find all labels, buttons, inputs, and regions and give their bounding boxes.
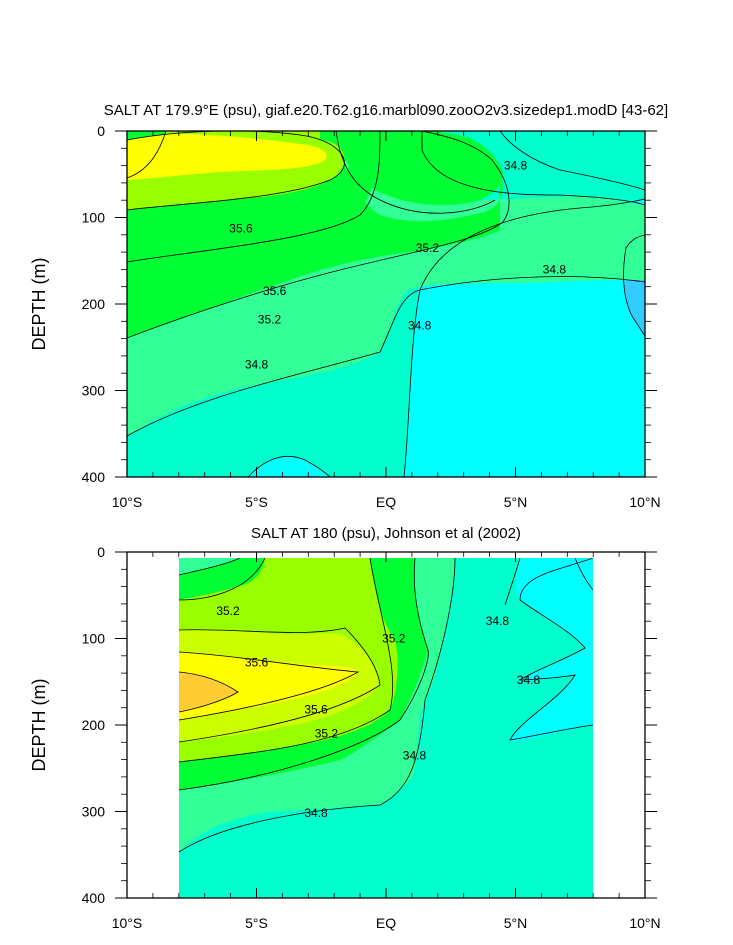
contour-label: 35.6 bbox=[263, 284, 287, 298]
x-tick-label: 5°S bbox=[245, 915, 268, 931]
contour-line bbox=[127, 131, 381, 263]
contour-line bbox=[179, 558, 266, 601]
contour-line bbox=[623, 234, 645, 337]
x-tick-label: 5°N bbox=[504, 494, 528, 510]
salinity-band-35-4 bbox=[127, 131, 380, 262]
contour-line bbox=[499, 131, 645, 191]
contour-line bbox=[179, 627, 381, 743]
contour-line bbox=[179, 558, 241, 576]
contour-label: 34.8 bbox=[245, 358, 269, 372]
salinity-band-34-6 bbox=[510, 558, 593, 742]
observed-salinity-panel: SALT AT 180 (psu), Johnson et al (2002) bbox=[29, 525, 661, 931]
contour-line bbox=[179, 558, 394, 763]
panel-1-contour-fill bbox=[127, 131, 645, 477]
y-tick-label: 100 bbox=[82, 631, 106, 647]
panel-1-contour-labels: 35.6 35.6 35.2 34.8 35.2 34.8 34.8 34.8 bbox=[229, 159, 567, 372]
contour-line bbox=[574, 558, 593, 591]
contour-line bbox=[247, 455, 331, 477]
y-tick-label: 0 bbox=[97, 544, 105, 560]
contour-line bbox=[504, 558, 521, 606]
salinity-band-34-6 bbox=[248, 456, 330, 477]
x-tick-label: 5°N bbox=[504, 915, 528, 931]
y-tick-label: 100 bbox=[82, 210, 106, 226]
contour-label: 35.2 bbox=[382, 632, 406, 646]
y-tick-label: 200 bbox=[82, 296, 106, 312]
y-tick-label: 400 bbox=[82, 469, 106, 485]
contour-line bbox=[179, 671, 239, 713]
contour-label: 34.8 bbox=[504, 159, 528, 173]
salinity-band-35-2 bbox=[127, 131, 503, 206]
contour-label: 34.8 bbox=[486, 614, 510, 628]
contour-line bbox=[179, 558, 429, 791]
x-tick-label: 5°S bbox=[245, 494, 268, 510]
contour-line bbox=[421, 131, 645, 206]
salinity-band-35-6-core bbox=[179, 652, 358, 720]
contour-line bbox=[509, 558, 593, 741]
x-tick-label: 10°N bbox=[629, 915, 660, 931]
contour-line bbox=[127, 131, 167, 179]
panel-1-axes: 10°S 5°S EQ 5°N 10°N 0 100 200 300 400 bbox=[82, 123, 661, 510]
salinity-band-35-8 bbox=[179, 672, 238, 712]
contour-label: 35.6 bbox=[229, 222, 253, 236]
panel-2-y-axis-title: DEPTH (m) bbox=[29, 679, 49, 772]
panel-2-contour-labels: 35.2 35.6 35.6 35.2 34.8 35.2 34.8 34.8 34.8 bbox=[216, 604, 541, 820]
contour-label: 35.2 bbox=[216, 604, 240, 618]
contour-label: 35.2 bbox=[315, 727, 339, 741]
panel-2-axes: 10°S 5°S EQ 5°N 10°N 0 100 200 300 400 bbox=[82, 544, 661, 931]
y-tick-label: 200 bbox=[82, 717, 106, 733]
panel-1-y-axis-title: DEPTH (m) bbox=[29, 258, 49, 351]
contour-label: 34.8 bbox=[408, 319, 432, 333]
contour-label: 34.8 bbox=[304, 806, 328, 820]
contour-line bbox=[127, 276, 645, 437]
contour-line bbox=[127, 131, 510, 339]
contour-label: 34.8 bbox=[517, 673, 541, 687]
y-tick-label: 400 bbox=[82, 890, 106, 906]
contour-line bbox=[403, 198, 645, 477]
salinity-band-35-6 bbox=[127, 134, 327, 180]
contour-line bbox=[179, 651, 360, 721]
panel-2-title: SALT AT 180 (psu), Johnson et al (2002) bbox=[251, 525, 521, 542]
contour-label: 35.6 bbox=[245, 656, 269, 670]
x-tick-label: EQ bbox=[376, 494, 396, 510]
y-tick-label: 300 bbox=[82, 383, 106, 399]
x-tick-label: 10°S bbox=[112, 494, 143, 510]
contour-label: 35.6 bbox=[304, 702, 328, 716]
contour-label: 35.2 bbox=[258, 313, 282, 327]
panel-2-contour-fill bbox=[179, 558, 593, 898]
panel-1-title: SALT AT 179.9°E (psu), giaf.e20.T62.g16.… bbox=[104, 102, 668, 119]
contour-line bbox=[179, 558, 456, 853]
y-tick-label: 0 bbox=[97, 123, 105, 139]
contour-label: 34.8 bbox=[403, 748, 427, 762]
model-salinity-panel: SALT AT 179.9°E (psu), giaf.e20.T62.g16.… bbox=[29, 102, 668, 510]
panel-2-contour-lines bbox=[179, 558, 593, 853]
x-tick-label: 10°S bbox=[112, 915, 143, 931]
y-tick-label: 300 bbox=[82, 804, 106, 820]
x-tick-label: EQ bbox=[376, 915, 396, 931]
contour-line bbox=[335, 131, 496, 214]
x-tick-label: 10°N bbox=[629, 494, 660, 510]
contour-label: 34.8 bbox=[543, 262, 567, 276]
contour-label: 35.2 bbox=[416, 241, 440, 255]
